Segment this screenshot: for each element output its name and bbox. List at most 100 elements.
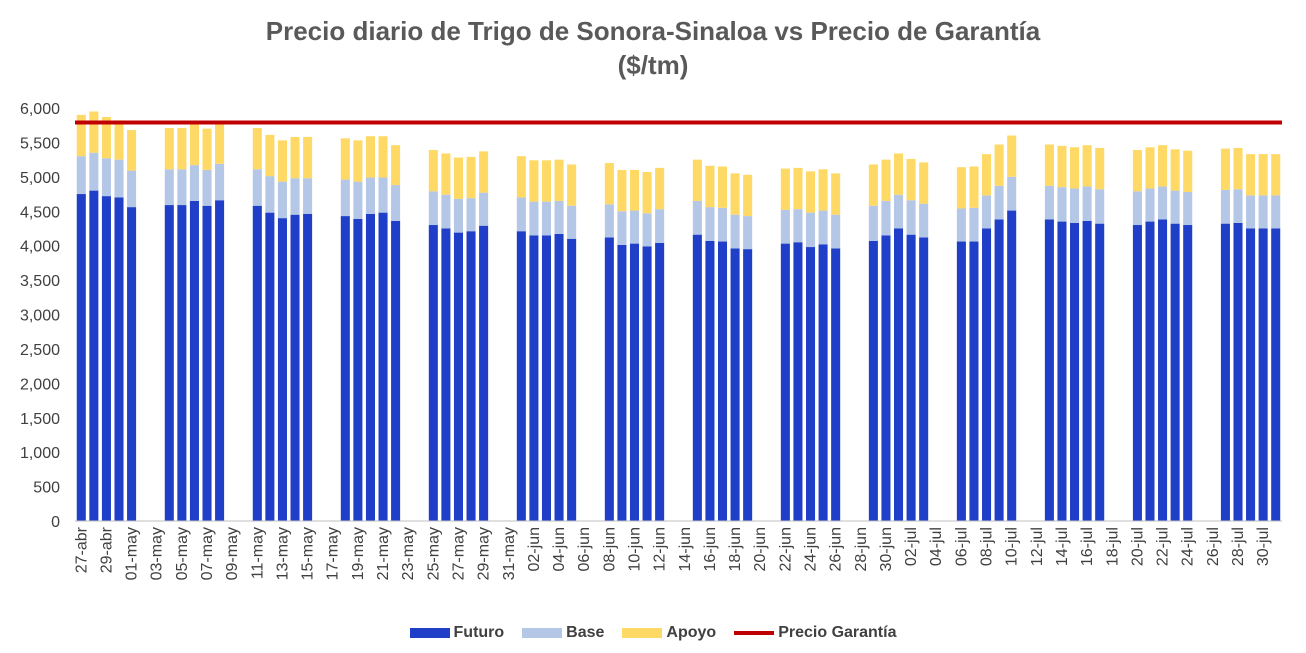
legend-swatch-base: [522, 628, 563, 638]
bar-apoyo: [1258, 154, 1268, 196]
x-tick-label: 28-jun: [853, 527, 870, 571]
x-tick-label: 12-jun: [652, 527, 669, 571]
bar-apoyo: [1220, 148, 1230, 190]
bar-apoyo: [894, 153, 904, 195]
bar-futuro: [215, 200, 225, 522]
bar-apoyo: [378, 136, 388, 178]
chart-subtitle: ($/tm): [617, 50, 689, 80]
x-tick-label: 30-jun: [878, 527, 895, 571]
x-tick-label: 25-may: [425, 527, 442, 580]
bar-apoyo: [868, 164, 878, 206]
bar-apoyo: [189, 123, 199, 166]
bar-base: [529, 201, 539, 236]
bar-base: [1145, 188, 1155, 222]
x-tick-label: 04-jun: [551, 527, 568, 571]
x-tick-label: 06-jun: [576, 527, 593, 571]
bar-futuro: [881, 235, 891, 521]
bar-apoyo: [428, 149, 438, 192]
x-tick-label: 16-jun: [702, 527, 719, 571]
legend-item-precio-garantia: Precio Garantía: [734, 624, 896, 642]
x-tick-label: 29-may: [476, 527, 493, 580]
bar-apoyo: [1070, 147, 1080, 189]
bar-apoyo: [365, 136, 375, 178]
bar-base: [1271, 195, 1281, 229]
bar-base: [655, 209, 665, 243]
x-tick-label: 13-may: [274, 527, 291, 580]
bar-base: [730, 214, 740, 249]
bar-apoyo: [89, 111, 99, 153]
x-tick-label: 22-jul: [1155, 527, 1172, 566]
bar-futuro: [629, 243, 640, 521]
bar-apoyo: [1082, 145, 1092, 187]
bar-futuro: [340, 216, 350, 521]
legend-swatch-apoyo: [622, 628, 663, 638]
y-tick-label: 1,000: [20, 445, 60, 462]
bar-base: [303, 178, 313, 214]
bar-base: [705, 207, 715, 241]
bar-futuro: [705, 240, 715, 521]
bar-apoyo: [567, 164, 577, 206]
bar-base: [101, 158, 111, 197]
bar-futuro: [177, 205, 187, 521]
bar-apoyo: [554, 159, 564, 201]
bar-base: [1170, 190, 1180, 224]
bar-futuro: [1233, 222, 1243, 521]
bar-futuro: [730, 248, 740, 522]
x-tick-label: 26-jul: [1205, 527, 1222, 566]
legend-swatch-precio-garantia: [734, 631, 775, 635]
bar-futuro: [1044, 219, 1054, 521]
x-tick-label: 09-may: [224, 527, 241, 580]
bar-futuro: [529, 235, 539, 521]
bar-futuro: [642, 246, 652, 521]
bar-base: [743, 216, 753, 250]
bar-futuro: [1132, 225, 1142, 521]
bar-apoyo: [340, 138, 350, 180]
y-tick-label: 6,000: [20, 101, 60, 118]
bar-futuro: [516, 231, 526, 521]
x-tick-label: 20-jul: [1129, 527, 1146, 566]
bar-apoyo: [453, 157, 463, 199]
bar-apoyo: [114, 120, 124, 160]
bar-apoyo: [353, 140, 363, 182]
bar-apoyo: [303, 136, 313, 179]
bar-base: [290, 178, 300, 215]
x-tick-label: 15-may: [300, 527, 317, 580]
bar-apoyo: [1007, 135, 1017, 177]
bar-futuro: [1007, 210, 1017, 521]
bar-base: [717, 207, 728, 242]
x-tick-label: 02-jul: [903, 527, 920, 566]
bar-futuro: [868, 240, 878, 521]
bar-futuro: [378, 212, 388, 521]
bar-base: [1246, 195, 1256, 229]
bar-base: [453, 198, 463, 233]
x-tick-label: 10-jun: [626, 527, 643, 571]
bar-apoyo: [818, 169, 828, 211]
bar-futuro: [805, 247, 816, 522]
bar-futuro: [453, 232, 463, 521]
x-tick-label: 18-jul: [1104, 527, 1121, 566]
bar-futuro: [831, 248, 841, 522]
bar-base: [89, 152, 99, 191]
bar-base: [441, 194, 451, 229]
x-tick-label: 12-jul: [1029, 527, 1046, 566]
x-tick-label: 30-jul: [1255, 527, 1272, 566]
y-tick-label: 2,000: [20, 376, 60, 393]
bar-apoyo: [805, 171, 816, 213]
bar-futuro: [101, 196, 111, 522]
bar-base: [1233, 189, 1243, 223]
bar-futuro: [114, 197, 124, 522]
bar-futuro: [76, 194, 86, 522]
bar-apoyo: [76, 114, 86, 157]
legend-label-futuro: Futuro: [453, 624, 505, 641]
bar-futuro: [567, 238, 577, 521]
y-tick-label: 4,000: [20, 239, 60, 256]
bar-apoyo: [1233, 147, 1243, 190]
bar-base: [177, 169, 187, 206]
bar-base: [793, 209, 803, 243]
bar-base: [617, 211, 627, 245]
bar-futuro: [365, 214, 375, 521]
bar-base: [1220, 189, 1230, 224]
bar-base: [868, 205, 878, 241]
bar-apoyo: [1044, 144, 1054, 186]
bar-futuro: [202, 205, 212, 522]
